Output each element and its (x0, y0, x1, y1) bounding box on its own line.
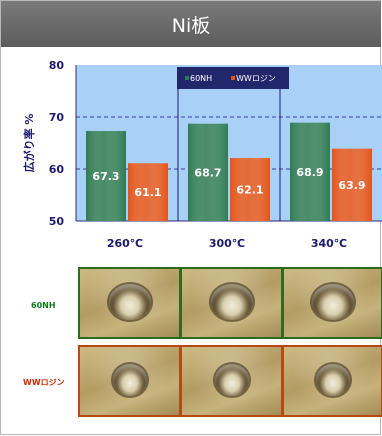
gridlines (75, 65, 382, 222)
solder-spot (311, 283, 354, 320)
legend-label: 60NH (190, 74, 212, 83)
bar-shine (230, 158, 270, 221)
y-tick-label: 80 (49, 59, 65, 72)
solder-spot (108, 283, 151, 320)
sample-row-label-1: 60NH (31, 301, 56, 310)
solder-spot (112, 363, 147, 396)
x-tick-label: 340℃ (311, 237, 347, 250)
legend-swatch (231, 76, 235, 80)
data-label: 67.3 (92, 170, 119, 183)
sample-photo-60nh-340 (282, 267, 382, 339)
panel-title-text: Ni板 (171, 14, 211, 37)
solder-spot (315, 363, 350, 396)
bar-shine (128, 163, 168, 221)
bar-shine (290, 122, 330, 221)
plot-area (76, 65, 382, 221)
legend-swatch (185, 76, 189, 80)
bar-group: 67.3 61.1 68.7 62.1 68.9 63.9 (86, 122, 372, 221)
y-axis-label: 広がり率 % (22, 114, 36, 173)
data-label: 63.9 (338, 179, 365, 192)
bar-shine (86, 131, 126, 221)
sample-photo-ww-340 (282, 345, 382, 417)
data-label: 68.7 (194, 166, 221, 179)
solder-spot (214, 363, 249, 396)
data-label: 61.1 (134, 186, 161, 199)
sample-photo-ww-300 (180, 345, 283, 417)
bar-shine (332, 148, 372, 221)
bar-chart: 67.3 61.1 68.7 62.1 68.9 63.9 50 60 70 80 260℃ 30… (22, 59, 382, 250)
solder-spot (210, 283, 253, 320)
y-tick-label: 50 (49, 215, 65, 228)
y-axis-ticks: 50 60 70 80 (49, 59, 65, 228)
sample-photo-60nh-260 (78, 267, 181, 339)
sample-photo-60nh-300 (180, 267, 283, 339)
sample-photo-ww-260 (78, 345, 181, 417)
x-tick-label: 260℃ (107, 237, 143, 250)
data-label: 62.1 (236, 184, 263, 197)
sample-row-label-2: WWロジン (23, 378, 65, 387)
panel-title: Ni板 (1, 1, 381, 47)
data-label: 68.9 (296, 166, 323, 179)
x-tick-label: 300℃ (209, 237, 245, 250)
legend-label: WWロジン (236, 74, 276, 83)
y-tick-label: 60 (49, 163, 65, 176)
x-axis-ticks: 260℃ 300℃ 340℃ (107, 237, 347, 250)
bar-shine (188, 123, 228, 221)
legend: 60NH WWロジン (177, 67, 289, 89)
y-tick-label: 70 (49, 111, 65, 124)
